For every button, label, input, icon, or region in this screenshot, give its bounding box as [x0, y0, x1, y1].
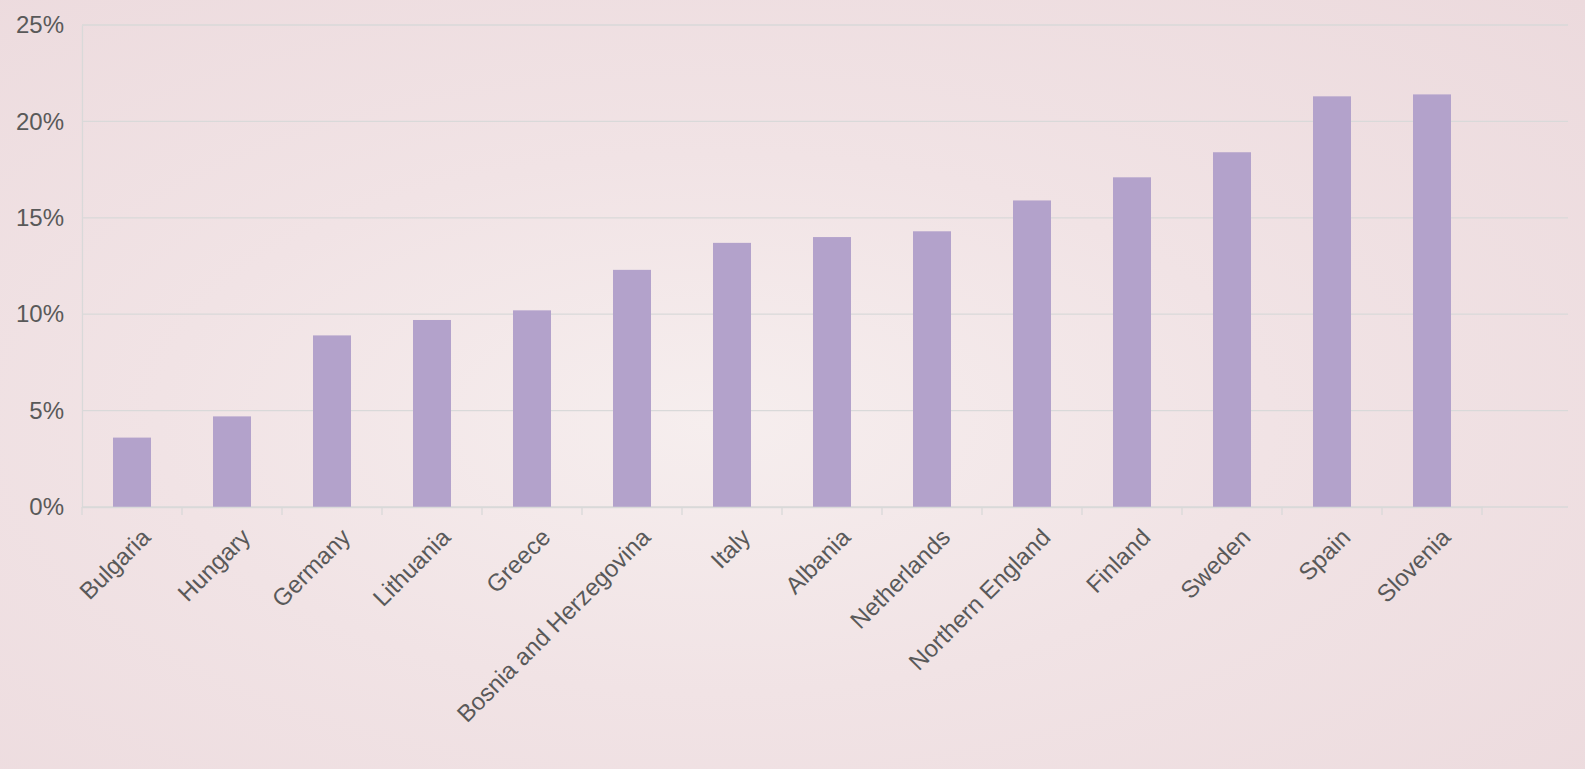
chart: 0% 5% 10% 15% 20% 25% BulgariaHungaryGermanyLi…: [0, 0, 1585, 769]
x-tick-label: Albania: [780, 523, 856, 599]
bar: [1413, 94, 1451, 507]
y-axis-line: [82, 26, 83, 508]
category-separator: [381, 507, 382, 515]
bar: [1013, 200, 1051, 507]
bar: [413, 320, 451, 507]
category-separator: [281, 507, 282, 515]
x-tick-label: Spain: [1293, 523, 1356, 586]
category-separator: [1381, 507, 1382, 515]
y-tick: 15%: [16, 204, 82, 231]
x-tick: Germany: [266, 507, 355, 612]
y-tick-label: 0%: [29, 493, 64, 520]
x-tick-label: Slovenia: [1371, 523, 1456, 608]
bar: [213, 416, 251, 507]
x-tick-label: Sweden: [1175, 523, 1255, 603]
category-separator: [181, 507, 182, 515]
y-tick-label: 10%: [16, 300, 64, 327]
x-tick-label: Hungary: [172, 523, 255, 606]
y-tick: 20%: [16, 108, 82, 135]
category-separator: [781, 507, 782, 515]
x-tick: Italy: [705, 507, 755, 573]
y-tick: 0%: [29, 493, 82, 520]
bar: [713, 243, 751, 507]
bar: [1313, 96, 1351, 507]
x-tick: Bosnia and Herzegovina: [451, 507, 655, 727]
category-separator: [881, 507, 882, 515]
x-tick: Greece: [481, 507, 556, 598]
y-axis: 0% 5% 10% 15% 20% 25%: [16, 11, 83, 520]
bar: [1213, 152, 1251, 507]
category-separator: [1281, 507, 1282, 515]
bar: [913, 231, 951, 507]
grid-line: [82, 24, 1568, 25]
x-tick-label: Germany: [266, 523, 355, 612]
bar: [113, 438, 151, 507]
category-separator: [1081, 507, 1082, 515]
x-tick-label: Finland: [1081, 523, 1156, 598]
x-tick: Spain: [1293, 507, 1356, 586]
category-separator: [581, 507, 582, 515]
x-tick: Albania: [780, 507, 856, 599]
y-tick-label: 5%: [29, 397, 64, 424]
y-tick-label: 25%: [16, 11, 64, 38]
category-separator: [1481, 507, 1482, 515]
x-tick-label: Bulgaria: [74, 523, 156, 605]
bar: [613, 270, 651, 507]
y-tick-label: 20%: [16, 108, 64, 135]
category-separators: [82, 507, 1482, 515]
y-tick: 10%: [16, 300, 82, 327]
x-tick-label: Netherlands: [845, 523, 956, 634]
x-tick: Finland: [1081, 507, 1156, 598]
x-tick: Northern England: [903, 507, 1055, 675]
category-separator: [81, 507, 82, 515]
x-tick: Hungary: [172, 507, 255, 607]
y-tick: 25%: [16, 11, 82, 38]
x-tick: Sweden: [1175, 507, 1255, 604]
x-tick-label: Bosnia and Herzegovina: [451, 523, 655, 727]
x-axis: BulgariaHungaryGermanyLithuania GreeceBos…: [74, 507, 1482, 727]
y-tick: 5%: [29, 397, 82, 424]
x-tick: Netherlands: [845, 507, 956, 634]
x-tick: Lithuania: [367, 507, 455, 611]
bar: [313, 335, 351, 507]
y-tick-label: 15%: [16, 204, 64, 231]
x-tick-label: Northern England: [903, 523, 1055, 675]
bar: [1113, 177, 1151, 507]
x-tick-label: Lithuania: [367, 523, 455, 611]
category-separator: [681, 507, 682, 515]
bar: [513, 310, 551, 507]
x-tick: Bulgaria: [74, 507, 156, 605]
category-separator: [1181, 507, 1182, 515]
bars: [113, 94, 1451, 507]
category-separator: [481, 507, 482, 515]
bar: [813, 237, 851, 507]
x-tick-label: Italy: [705, 523, 755, 573]
grid: [82, 25, 1568, 507]
category-separator: [981, 507, 982, 515]
x-tick: Slovenia: [1371, 507, 1456, 607]
x-tick-label: Greece: [481, 523, 556, 598]
